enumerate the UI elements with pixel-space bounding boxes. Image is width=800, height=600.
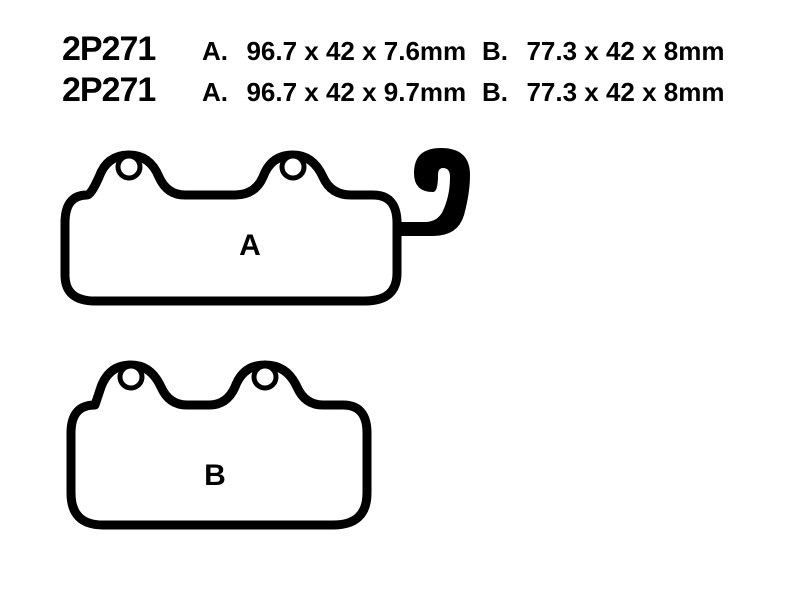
dim-a-label: A.	[202, 77, 228, 107]
dim-b-value: 77.3 x 42 x 8mm	[526, 77, 724, 107]
dim-a-value: 96.7 x 42 x 9.7mm	[246, 77, 466, 107]
dim-group-a: A. 96.7 x 42 x 9.7mm	[202, 77, 482, 108]
pad-b-hole-1	[120, 366, 142, 388]
part-number: 2P271	[62, 30, 202, 69]
pad-b-letter: B	[204, 459, 226, 492]
dim-b-value: 77.3 x 42 x 8mm	[526, 36, 724, 66]
dim-b-label: B.	[482, 36, 508, 66]
pad-b-hole-2	[254, 366, 276, 388]
part-number: 2P271	[62, 71, 202, 110]
brake-pad-diagram: A B	[55, 115, 495, 555]
spec-row: 2P271 A. 96.7 x 42 x 9.7mm B. 77.3 x 42 …	[62, 71, 725, 110]
dim-a-value: 96.7 x 42 x 7.6mm	[246, 36, 466, 66]
dim-a-label: A.	[202, 36, 228, 66]
pad-a-hole-1	[118, 156, 140, 178]
pad-a-arm	[397, 149, 469, 235]
spec-row: 2P271 A. 96.7 x 42 x 7.6mm B. 77.3 x 42 …	[62, 30, 725, 69]
pad-b-outline	[71, 365, 367, 525]
dim-group-a: A. 96.7 x 42 x 7.6mm	[202, 36, 482, 67]
pad-a-outline	[65, 155, 397, 301]
pad-a-letter: A	[239, 229, 261, 262]
pad-a-hole-2	[282, 156, 304, 178]
dim-group-b: B. 77.3 x 42 x 8mm	[482, 36, 725, 67]
spec-table: 2P271 A. 96.7 x 42 x 7.6mm B. 77.3 x 42 …	[62, 30, 725, 112]
dim-b-label: B.	[482, 77, 508, 107]
dim-group-b: B. 77.3 x 42 x 8mm	[482, 77, 725, 108]
